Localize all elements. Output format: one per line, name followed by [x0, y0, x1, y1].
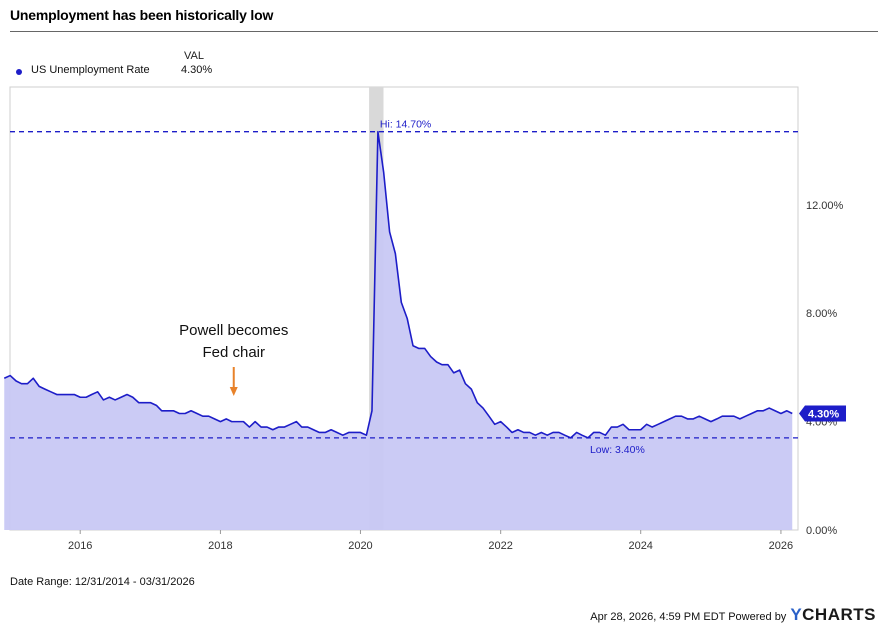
legend-column-header: VAL	[184, 50, 204, 62]
x-tick-label: 2022	[488, 540, 512, 552]
date-range-label: Date Range: 12/31/2014 - 03/31/2026	[10, 576, 195, 588]
series-line	[3, 130, 793, 439]
title-divider	[10, 31, 878, 32]
ycharts-logo-text: CHARTS	[802, 605, 876, 624]
annotation-arrow-head	[229, 387, 238, 396]
legend-series-value: 4.30%	[181, 64, 213, 76]
legend-series-name[interactable]: US Unemployment Rate	[31, 64, 150, 76]
x-tick-label: 2026	[769, 540, 793, 552]
x-tick-label: 2018	[208, 540, 232, 552]
annotation-text: Powell becomes	[179, 322, 288, 339]
low-reference-label: Low: 3.40%	[590, 444, 645, 456]
footer: Apr 28, 2026, 4:59 PM EDT Powered by YCH…	[590, 605, 876, 625]
ycharts-logo-mark: Y	[790, 605, 803, 624]
x-tick-label: 2024	[628, 540, 652, 552]
chart-title: Unemployment has been historically low	[10, 7, 274, 23]
last-value-label: 4.30%	[808, 408, 839, 420]
last-value-badge	[799, 405, 846, 422]
y-tick-label: 0.00%	[806, 525, 837, 537]
y-tick-label: 12.00%	[806, 200, 844, 212]
x-tick-label: 2016	[68, 540, 92, 552]
legend-series-dot	[16, 69, 22, 75]
timestamp-label: Apr 28, 2026, 4:59 PM EDT Powered by	[590, 611, 787, 623]
annotation-text: Fed chair	[202, 344, 265, 361]
high-reference-label: Hi: 14.70%	[380, 119, 431, 131]
x-tick-label: 2020	[348, 540, 372, 552]
ycharts-logo[interactable]: YCHARTS	[790, 605, 876, 625]
series-area-fill	[4, 131, 793, 530]
y-tick-label: 8.00%	[806, 308, 837, 320]
